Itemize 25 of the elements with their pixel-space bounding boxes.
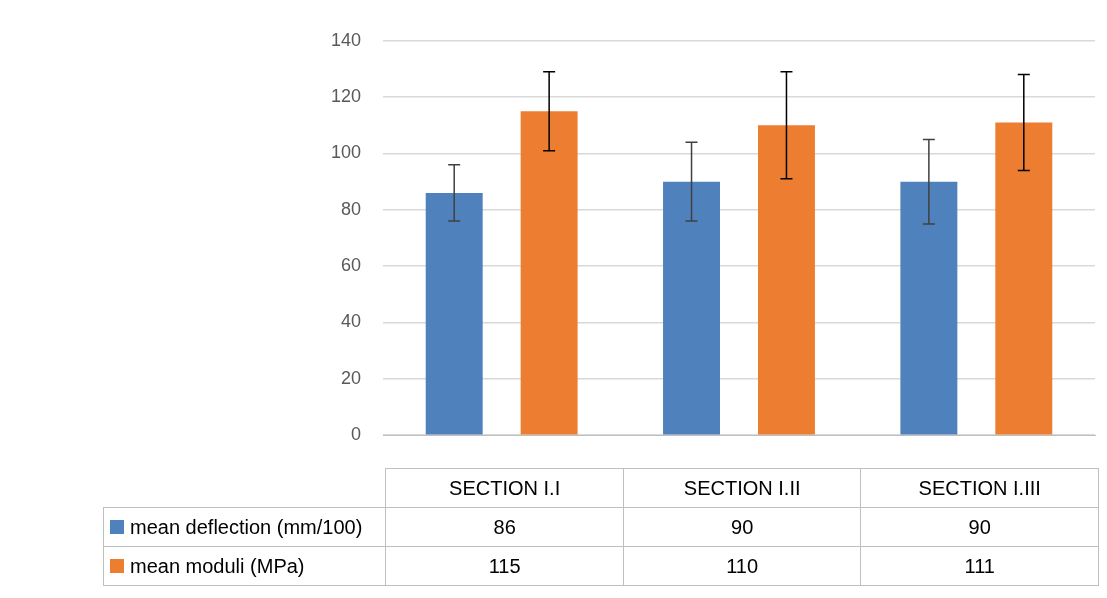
bar: [663, 181, 721, 435]
data-label: 110: [623, 546, 861, 586]
bar: [520, 111, 578, 435]
bar: [900, 181, 958, 435]
data-label: 90: [860, 507, 1099, 547]
bar: [995, 122, 1053, 435]
legend-label: mean moduli (MPa): [130, 554, 305, 577]
data-label: 111: [860, 546, 1099, 586]
y-tick-label: 120: [330, 86, 361, 107]
data-label: 90: [623, 507, 861, 547]
y-tick-label: 60: [340, 255, 361, 276]
bar: [425, 192, 483, 435]
x-tick-label: SECTION I.I: [385, 468, 624, 508]
y-tick-label: 20: [340, 367, 361, 388]
bar: [757, 125, 815, 435]
data-label: 115: [385, 546, 624, 586]
x-tick-label: SECTION I.III: [860, 468, 1099, 508]
y-tick-label: 0: [350, 424, 361, 445]
x-tick-label: SECTION I.II: [623, 468, 861, 508]
y-tick-label: 40: [340, 311, 361, 332]
y-tick-label: 140: [330, 29, 361, 50]
y-tick-label: 100: [330, 142, 361, 163]
legend-label: mean deflection (mm/100): [130, 515, 363, 538]
y-tick-label: 80: [340, 198, 361, 219]
data-label: 86: [385, 507, 624, 547]
